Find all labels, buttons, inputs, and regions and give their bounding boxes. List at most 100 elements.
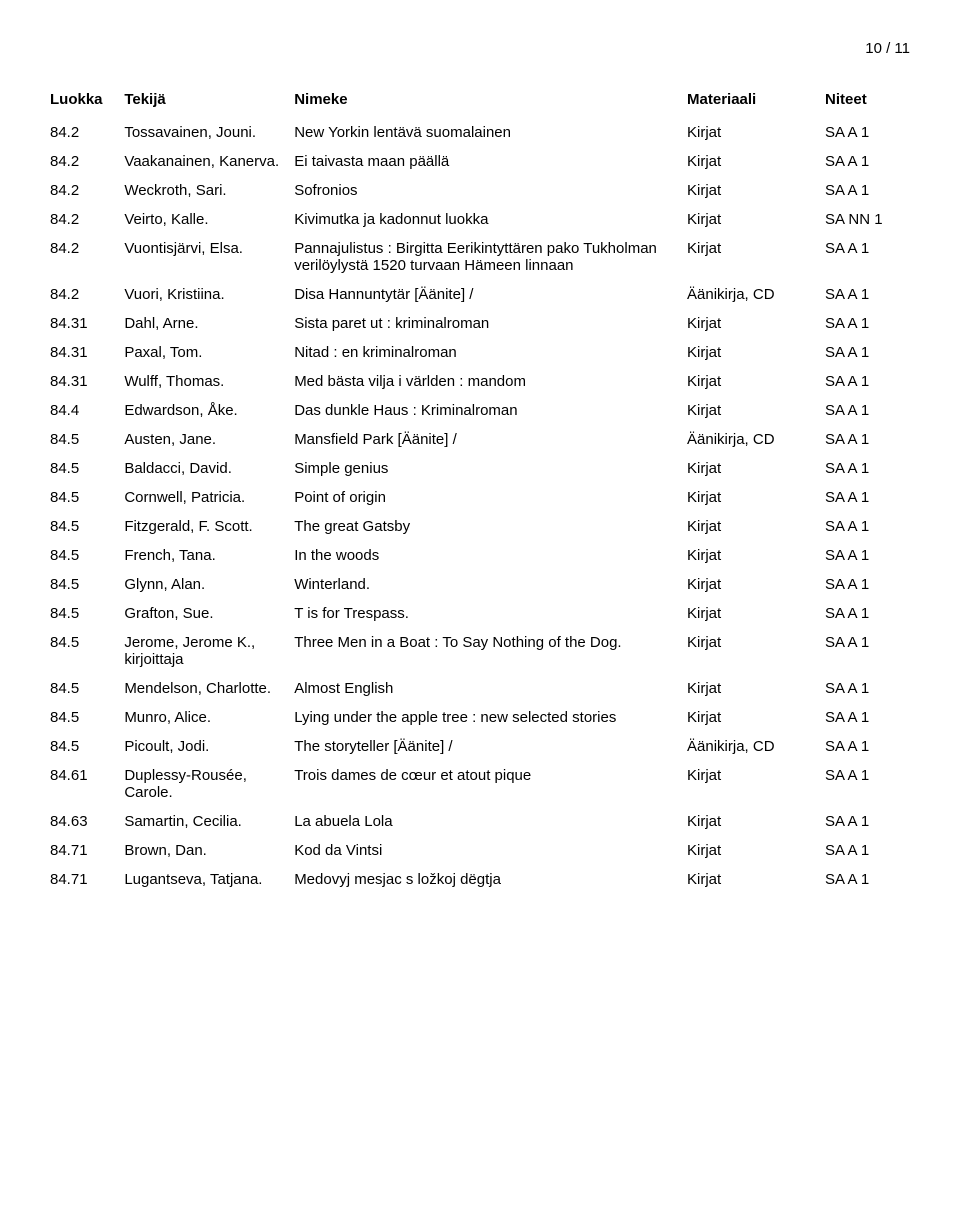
cell-luokka: 84.31 bbox=[50, 338, 124, 367]
table-header-row: Luokka Tekijä Nimeke Materiaali Niteet bbox=[50, 87, 910, 118]
cell-niteet: SA A 1 bbox=[825, 512, 910, 541]
cell-nimeke: Ei taivasta maan päällä bbox=[294, 147, 687, 176]
cell-materiaali: Kirjat bbox=[687, 599, 825, 628]
cell-materiaali: Kirjat bbox=[687, 483, 825, 512]
cell-luokka: 84.2 bbox=[50, 234, 124, 280]
table-row: 84.2Veirto, Kalle.Kivimutka ja kadonnut … bbox=[50, 205, 910, 234]
catalog-table: Luokka Tekijä Nimeke Materiaali Niteet 8… bbox=[50, 87, 910, 894]
table-row: 84.2Vuori, Kristiina.Disa Hannuntytär [Ä… bbox=[50, 280, 910, 309]
table-row: 84.4Edwardson, Åke.Das dunkle Haus : Kri… bbox=[50, 396, 910, 425]
table-row: 84.5Baldacci, David.Simple geniusKirjatS… bbox=[50, 454, 910, 483]
cell-luokka: 84.71 bbox=[50, 836, 124, 865]
col-nimeke: Nimeke bbox=[294, 87, 687, 118]
cell-nimeke: Pannajulistus : Birgitta Eerikintyttären… bbox=[294, 234, 687, 280]
cell-niteet: SA A 1 bbox=[825, 309, 910, 338]
cell-materiaali: Kirjat bbox=[687, 761, 825, 807]
table-row: 84.5Jerome, Jerome K., kirjoittajaThree … bbox=[50, 628, 910, 674]
cell-niteet: SA A 1 bbox=[825, 836, 910, 865]
cell-tekija: Vuontisjärvi, Elsa. bbox=[124, 234, 294, 280]
table-row: 84.5Grafton, Sue.T is for Trespass.Kirja… bbox=[50, 599, 910, 628]
cell-niteet: SA A 1 bbox=[825, 541, 910, 570]
cell-luokka: 84.5 bbox=[50, 599, 124, 628]
cell-luokka: 84.5 bbox=[50, 425, 124, 454]
cell-niteet: SA A 1 bbox=[825, 703, 910, 732]
cell-tekija: Munro, Alice. bbox=[124, 703, 294, 732]
cell-niteet: SA NN 1 bbox=[825, 205, 910, 234]
cell-nimeke: The great Gatsby bbox=[294, 512, 687, 541]
table-row: 84.63Samartin, Cecilia.La abuela LolaKir… bbox=[50, 807, 910, 836]
table-row: 84.2Vuontisjärvi, Elsa.Pannajulistus : B… bbox=[50, 234, 910, 280]
cell-niteet: SA A 1 bbox=[825, 628, 910, 674]
cell-nimeke: Three Men in a Boat : To Say Nothing of … bbox=[294, 628, 687, 674]
cell-niteet: SA A 1 bbox=[825, 176, 910, 205]
cell-materiaali: Kirjat bbox=[687, 396, 825, 425]
cell-niteet: SA A 1 bbox=[825, 761, 910, 807]
cell-nimeke: Med bästa vilja i världen : mandom bbox=[294, 367, 687, 396]
cell-tekija: Mendelson, Charlotte. bbox=[124, 674, 294, 703]
cell-materiaali: Kirjat bbox=[687, 512, 825, 541]
cell-nimeke: Disa Hannuntytär [Äänite] / bbox=[294, 280, 687, 309]
cell-nimeke: The storyteller [Äänite] / bbox=[294, 732, 687, 761]
table-row: 84.31Wulff, Thomas.Med bästa vilja i vär… bbox=[50, 367, 910, 396]
table-row: 84.71Lugantseva, Tatjana.Medovyj mesjac … bbox=[50, 865, 910, 894]
cell-nimeke: Sofronios bbox=[294, 176, 687, 205]
table-row: 84.5Munro, Alice.Lying under the apple t… bbox=[50, 703, 910, 732]
cell-nimeke: Almost English bbox=[294, 674, 687, 703]
table-row: 84.2Vaakanainen, Kanerva.Ei taivasta maa… bbox=[50, 147, 910, 176]
cell-niteet: SA A 1 bbox=[825, 234, 910, 280]
cell-materiaali: Kirjat bbox=[687, 703, 825, 732]
cell-niteet: SA A 1 bbox=[825, 732, 910, 761]
cell-luokka: 84.2 bbox=[50, 147, 124, 176]
cell-nimeke: Das dunkle Haus : Kriminalroman bbox=[294, 396, 687, 425]
cell-tekija: Vuori, Kristiina. bbox=[124, 280, 294, 309]
col-luokka: Luokka bbox=[50, 87, 124, 118]
cell-luokka: 84.61 bbox=[50, 761, 124, 807]
cell-luokka: 84.5 bbox=[50, 483, 124, 512]
cell-luokka: 84.5 bbox=[50, 703, 124, 732]
cell-nimeke: Trois dames de cœur et atout pique bbox=[294, 761, 687, 807]
cell-niteet: SA A 1 bbox=[825, 367, 910, 396]
cell-tekija: Weckroth, Sari. bbox=[124, 176, 294, 205]
cell-materiaali: Kirjat bbox=[687, 836, 825, 865]
col-materiaali: Materiaali bbox=[687, 87, 825, 118]
table-row: 84.5Austen, Jane.Mansfield Park [Äänite]… bbox=[50, 425, 910, 454]
cell-materiaali: Kirjat bbox=[687, 338, 825, 367]
cell-luokka: 84.2 bbox=[50, 176, 124, 205]
cell-niteet: SA A 1 bbox=[825, 570, 910, 599]
table-row: 84.2Weckroth, Sari.SofroniosKirjatSA A 1 bbox=[50, 176, 910, 205]
cell-luokka: 84.4 bbox=[50, 396, 124, 425]
cell-nimeke: Kivimutka ja kadonnut luokka bbox=[294, 205, 687, 234]
cell-luokka: 84.5 bbox=[50, 454, 124, 483]
cell-nimeke: Winterland. bbox=[294, 570, 687, 599]
table-row: 84.2Tossavainen, Jouni.New Yorkin lentäv… bbox=[50, 118, 910, 147]
cell-tekija: Wulff, Thomas. bbox=[124, 367, 294, 396]
table-row: 84.5Cornwell, Patricia.Point of originKi… bbox=[50, 483, 910, 512]
cell-materiaali: Kirjat bbox=[687, 541, 825, 570]
col-tekija: Tekijä bbox=[124, 87, 294, 118]
table-row: 84.5Picoult, Jodi.The storyteller [Äänit… bbox=[50, 732, 910, 761]
cell-tekija: Cornwell, Patricia. bbox=[124, 483, 294, 512]
cell-nimeke: T is for Trespass. bbox=[294, 599, 687, 628]
cell-materiaali: Kirjat bbox=[687, 807, 825, 836]
cell-materiaali: Kirjat bbox=[687, 570, 825, 599]
cell-niteet: SA A 1 bbox=[825, 865, 910, 894]
cell-tekija: Grafton, Sue. bbox=[124, 599, 294, 628]
cell-materiaali: Kirjat bbox=[687, 234, 825, 280]
cell-luokka: 84.31 bbox=[50, 309, 124, 338]
cell-materiaali: Äänikirja, CD bbox=[687, 732, 825, 761]
cell-tekija: Paxal, Tom. bbox=[124, 338, 294, 367]
cell-luokka: 84.2 bbox=[50, 280, 124, 309]
cell-tekija: Glynn, Alan. bbox=[124, 570, 294, 599]
cell-tekija: Austen, Jane. bbox=[124, 425, 294, 454]
cell-tekija: Lugantseva, Tatjana. bbox=[124, 865, 294, 894]
table-row: 84.61Duplessy-Rousée, Carole.Trois dames… bbox=[50, 761, 910, 807]
cell-tekija: Edwardson, Åke. bbox=[124, 396, 294, 425]
cell-nimeke: Sista paret ut : kriminalroman bbox=[294, 309, 687, 338]
cell-luokka: 84.2 bbox=[50, 205, 124, 234]
cell-materiaali: Äänikirja, CD bbox=[687, 425, 825, 454]
cell-materiaali: Kirjat bbox=[687, 865, 825, 894]
cell-tekija: Jerome, Jerome K., kirjoittaja bbox=[124, 628, 294, 674]
cell-materiaali: Kirjat bbox=[687, 628, 825, 674]
cell-niteet: SA A 1 bbox=[825, 483, 910, 512]
cell-niteet: SA A 1 bbox=[825, 118, 910, 147]
